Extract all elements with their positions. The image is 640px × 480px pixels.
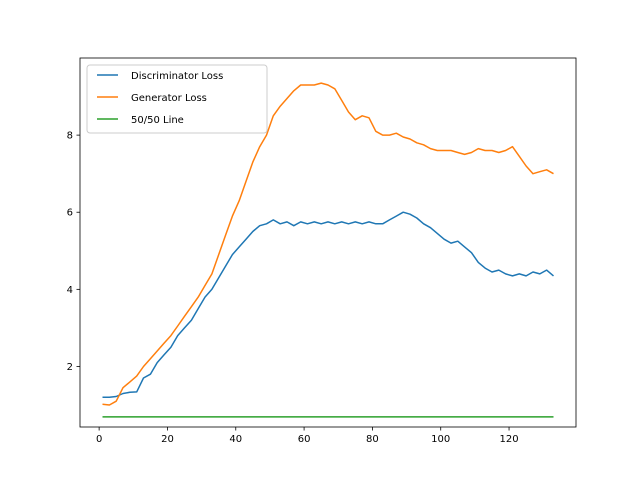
plot-frame bbox=[79, 57, 577, 428]
x-tick-label: 120 bbox=[499, 434, 518, 445]
y-tick-label: 2 bbox=[67, 362, 73, 373]
series-line-discriminator-loss bbox=[102, 211, 554, 399]
x-tick-label: 80 bbox=[366, 434, 379, 445]
x-tick-label: 60 bbox=[298, 434, 311, 445]
x-tick-label: 40 bbox=[229, 434, 242, 445]
y-tick-label: 8 bbox=[67, 131, 73, 142]
legend-label: Discriminator Loss bbox=[131, 71, 223, 82]
y-tick-label: 6 bbox=[67, 208, 73, 219]
x-tick-label: 100 bbox=[431, 434, 450, 445]
legend-label: Generator Loss bbox=[131, 93, 207, 104]
series-line-generator-loss bbox=[102, 82, 554, 406]
legend-label: 50/50 Line bbox=[131, 115, 184, 126]
y-tick-label: 4 bbox=[67, 285, 73, 296]
x-tick-label: 0 bbox=[96, 434, 102, 445]
legend: Discriminator Loss Generator Loss 50/50 Li… bbox=[86, 64, 268, 134]
series-layer bbox=[102, 82, 554, 418]
x-tick-label: 20 bbox=[161, 434, 174, 445]
axes-layer: 0 20 40 60 80 100 120 2 4 6 8 bbox=[67, 131, 519, 445]
legend-frame bbox=[86, 64, 268, 134]
